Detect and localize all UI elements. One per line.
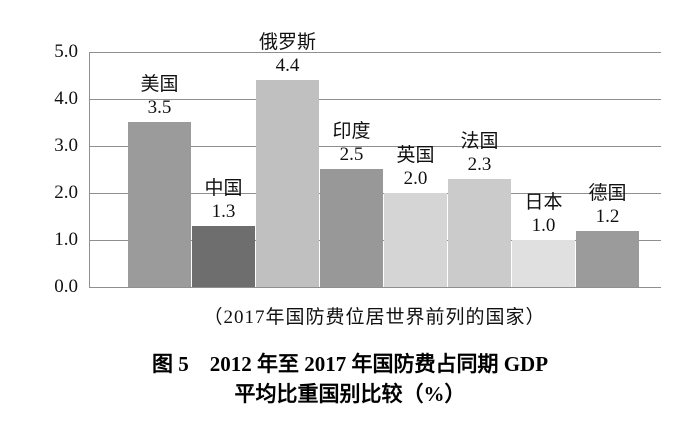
y-axis-labels: 0.0 1.0 2.0 3.0 4.0 5.0 bbox=[28, 41, 78, 297]
bar-value-label: 1.2 bbox=[595, 206, 620, 227]
bar-value-label: 4.4 bbox=[275, 55, 300, 76]
y-tick-label: 2.0 bbox=[54, 182, 78, 203]
gridline bbox=[90, 146, 661, 147]
bar-value-label: 3.5 bbox=[147, 97, 172, 118]
bar-category-label: 法国 bbox=[460, 131, 499, 152]
bar-value-label: 1.3 bbox=[211, 201, 236, 222]
bar-category-label: 德国 bbox=[588, 183, 627, 204]
bar-label-7: 日本 1.0 bbox=[499, 191, 589, 237]
bar-value-label: 2.3 bbox=[467, 154, 492, 175]
gridline bbox=[90, 99, 661, 100]
y-tick-label: 5.0 bbox=[54, 41, 78, 62]
bar-value-label: 2.5 bbox=[339, 144, 364, 165]
bar-category-label: 美国 bbox=[140, 74, 179, 95]
bar-1 bbox=[128, 122, 191, 287]
bar-8 bbox=[576, 231, 639, 287]
bar-category-label: 中国 bbox=[204, 178, 243, 199]
bar-label-4: 印度 2.5 bbox=[307, 120, 397, 166]
plot-area: 美国 3.5 中国 1.3 俄罗斯 4.4 印度 2.5 英国 2.0 法国 2.3 日本 1.0 德国 1.… bbox=[89, 32, 661, 288]
bar-value-label: 2.0 bbox=[403, 168, 428, 189]
figure-title: 图 5 2012 年至 2017 年国防费占同期 GDP 平均比重国别比较（%） bbox=[0, 349, 700, 409]
bar-category-label: 日本 bbox=[524, 192, 563, 213]
bar-value-label: 1.0 bbox=[531, 215, 556, 236]
bar-3 bbox=[256, 80, 319, 287]
bar-label-3: 俄罗斯 4.4 bbox=[243, 31, 333, 77]
gridline bbox=[90, 52, 661, 53]
y-tick-label: 3.0 bbox=[54, 135, 78, 156]
bar-category-label: 英国 bbox=[396, 145, 435, 166]
chart-annotation: （2017年国防费位居世界前列的国家） bbox=[203, 307, 546, 328]
y-tick-label: 1.0 bbox=[54, 229, 78, 250]
bar-4 bbox=[320, 169, 383, 287]
bar-7 bbox=[512, 240, 575, 287]
bar-category-label: 印度 bbox=[332, 121, 371, 142]
bar-label-5: 英国 2.0 bbox=[371, 144, 461, 190]
y-tick-label: 0.0 bbox=[54, 276, 78, 297]
y-tick-label: 4.0 bbox=[54, 88, 78, 109]
bar-6 bbox=[448, 179, 511, 287]
bar-label-1: 美国 3.5 bbox=[115, 73, 205, 119]
bar-5 bbox=[384, 193, 447, 287]
figure-title-line2: 平均比重国别比较（%） bbox=[234, 382, 466, 406]
bar-2 bbox=[192, 226, 255, 287]
figure-title-line1: 图 5 2012 年至 2017 年国防费占同期 GDP bbox=[151, 352, 549, 376]
bar-label-2: 中国 1.3 bbox=[179, 177, 269, 223]
bar-category-label: 俄罗斯 bbox=[258, 32, 316, 53]
bar-label-6: 法国 2.3 bbox=[435, 130, 525, 176]
bar-label-8: 德国 1.2 bbox=[563, 182, 653, 228]
